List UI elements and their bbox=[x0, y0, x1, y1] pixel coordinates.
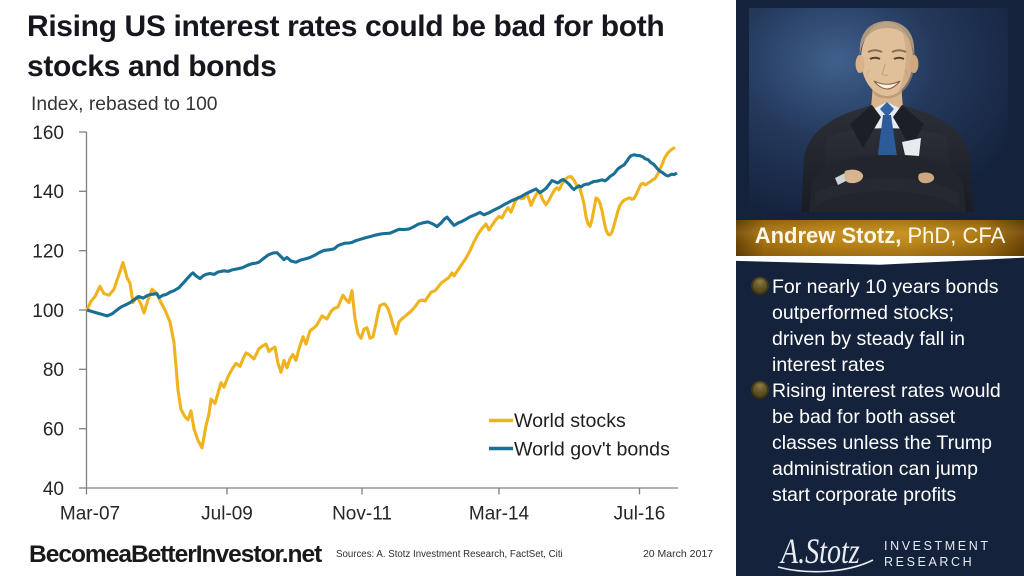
svg-text:40: 40 bbox=[43, 479, 64, 500]
svg-text:A.Stotz: A.Stotz bbox=[779, 531, 860, 571]
svg-text:Jul-16: Jul-16 bbox=[614, 504, 666, 525]
svg-text:60: 60 bbox=[43, 420, 64, 441]
svg-text:RESEARCH: RESEARCH bbox=[884, 555, 974, 569]
svg-text:140: 140 bbox=[32, 182, 64, 203]
svg-text:100: 100 bbox=[32, 301, 64, 322]
svg-text:Nov-11: Nov-11 bbox=[332, 504, 392, 525]
svg-text:Jul-09: Jul-09 bbox=[201, 504, 253, 525]
svg-text:World stocks: World stocks bbox=[514, 410, 626, 432]
svg-text:120: 120 bbox=[32, 242, 64, 263]
svg-text:160: 160 bbox=[32, 123, 64, 144]
svg-text:Mar-07: Mar-07 bbox=[60, 504, 120, 525]
svg-text:World gov't bonds: World gov't bonds bbox=[514, 439, 670, 461]
svg-text:Mar-14: Mar-14 bbox=[469, 504, 530, 525]
svg-text:80: 80 bbox=[43, 360, 64, 381]
svg-text:INVESTMENT: INVESTMENT bbox=[884, 539, 991, 553]
